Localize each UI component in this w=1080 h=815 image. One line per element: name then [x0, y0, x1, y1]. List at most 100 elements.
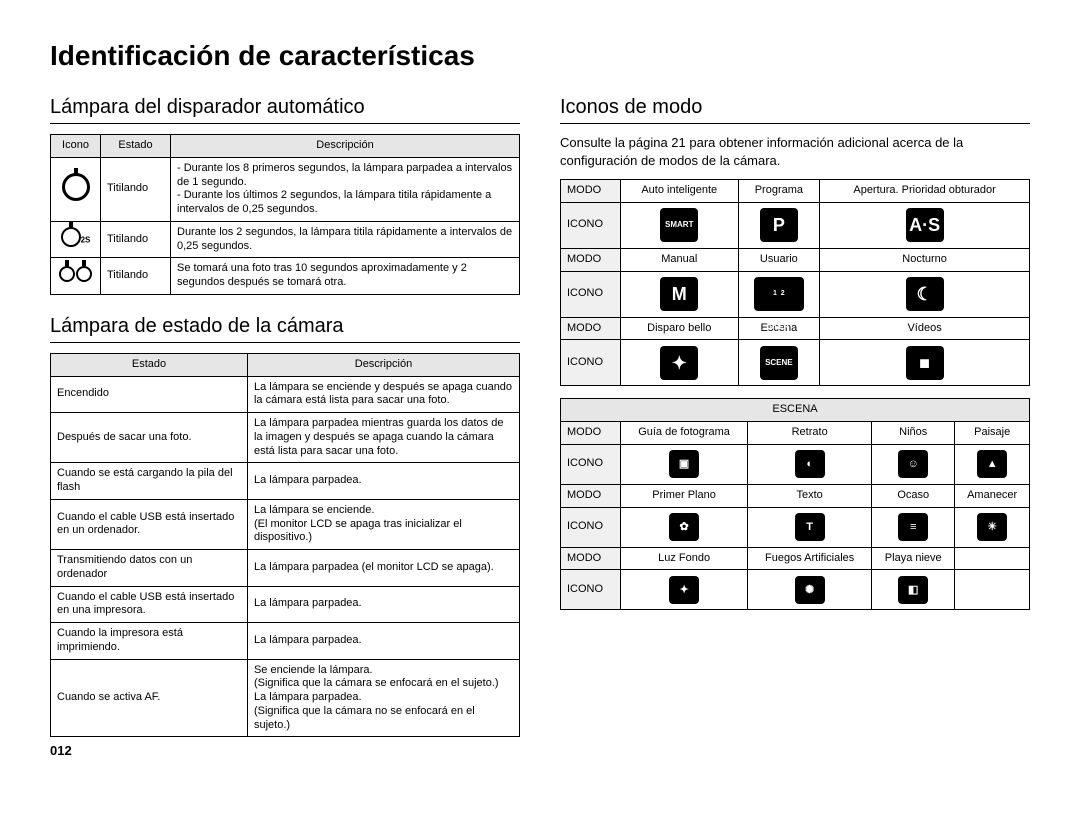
program-icon: P [760, 208, 798, 242]
table-row: 2S Titilando Durante los 2 segundos, la … [51, 221, 520, 258]
table-row: ICONO SMART P A·S [561, 202, 1030, 248]
th-estado: Estado [101, 135, 171, 158]
page-number: 012 [50, 743, 520, 758]
section-title-timer-lamp: Lámpara del disparador automático [50, 96, 520, 124]
table-row: MODO Guía de fotograma Retrato Niños Pai… [561, 422, 1030, 445]
frameguide-icon: ▣ [669, 450, 699, 478]
mode-name: Guía de fotograma [621, 422, 748, 445]
beachsnow-icon: ◧ [898, 576, 928, 604]
table-row: ICONO M 1 2USER ☾ [561, 271, 1030, 317]
row-label-modo: MODO [561, 484, 621, 507]
night-icon: ☾ [906, 277, 944, 311]
mode-name: Paisaje [955, 422, 1030, 445]
cell-estado: Transmitiendo datos con un ordenador [51, 550, 248, 587]
mode-name: Vídeos [820, 317, 1030, 340]
cell-estado: Titilando [101, 157, 171, 221]
cell-desc: Se enciende la lámpara. (Significa que l… [247, 659, 519, 737]
fireworks-icon: ✺ [795, 576, 825, 604]
mode-icons-table-1: MODO Auto inteligente Programa Apertura.… [560, 179, 1030, 386]
mode-name [955, 547, 1030, 570]
mode-icons-intro: Consulte la página 21 para obtener infor… [560, 134, 1030, 169]
cell-desc: La lámpara parpadea mientras guarda los … [247, 413, 519, 463]
row-label-icono: ICONO [561, 570, 621, 610]
cell-desc: La lámpara parpadea. [247, 623, 519, 660]
table-row: MODO Disparo bello Escena Vídeos [561, 317, 1030, 340]
timer-lamp-table: Icono Estado Descripción Titilando - Dur… [50, 134, 520, 295]
backlight-icon: ✦ [669, 576, 699, 604]
status-lamp-table: Estado Descripción EncendidoLa lámpara s… [50, 353, 520, 738]
row-label-modo: MODO [561, 317, 621, 340]
mode-name: Amanecer [955, 484, 1030, 507]
table-row: Titilando - Durante los 8 primeros segun… [51, 157, 520, 221]
row-label-icono: ICONO [561, 507, 621, 547]
mode-name: Luz Fondo [621, 547, 748, 570]
table-row: MODO Luz Fondo Fuegos Artificiales Playa… [561, 547, 1030, 570]
mode-name: Niños [872, 422, 955, 445]
sunset-icon: ≡ [898, 513, 928, 541]
cell-estado: Encendido [51, 376, 248, 413]
mode-name: Auto inteligente [621, 180, 739, 203]
table-row: MODO Auto inteligente Programa Apertura.… [561, 180, 1030, 203]
cell-desc: - Durante los 8 primeros segundos, la lá… [171, 157, 520, 221]
right-column: Iconos de modo Consulte la página 21 par… [560, 96, 1030, 758]
mode-icons-table-2: ESCENA MODO Guía de fotograma Retrato Ni… [560, 398, 1030, 610]
video-icon: ■ [906, 346, 944, 380]
table-row: Transmitiendo datos con un ordenadorLa l… [51, 550, 520, 587]
row-label-modo: MODO [561, 180, 621, 203]
timer-10s-icon [62, 173, 90, 201]
th-estado: Estado [51, 353, 248, 376]
mode-name: Disparo bello [621, 317, 739, 340]
cell-estado: Titilando [101, 258, 171, 295]
text-icon: T [795, 513, 825, 541]
mode-name: Ocaso [872, 484, 955, 507]
mode-name: Apertura. Prioridad obturador [820, 180, 1030, 203]
escena-header: ESCENA [561, 399, 1030, 422]
cell-estado: Titilando [101, 221, 171, 258]
mode-name: Retrato [748, 422, 872, 445]
table-row: Cuando el cable USB está insertado en un… [51, 586, 520, 623]
row-label-modo: MODO [561, 547, 621, 570]
table-row: EncendidoLa lámpara se enciende y despué… [51, 376, 520, 413]
manual-icon: M [660, 277, 698, 311]
table-row: Cuando el cable USB está insertado en un… [51, 499, 520, 549]
left-column: Lámpara del disparador automático Icono … [50, 96, 520, 758]
cell-desc: La lámpara parpadea. [247, 463, 519, 500]
cell-estado: Cuando el cable USB está insertado en un… [51, 586, 248, 623]
row-label-icono: ICONO [561, 271, 621, 317]
th-icono: Icono [51, 135, 101, 158]
portrait-icon: ◐ [795, 450, 825, 478]
mode-name: Manual [621, 248, 739, 271]
row-label-modo: MODO [561, 422, 621, 445]
cell-desc: La lámpara se enciende. (El monitor LCD … [247, 499, 519, 549]
cell-desc: La lámpara parpadea. [247, 586, 519, 623]
table-row: Titilando Se tomará una foto tras 10 seg… [51, 258, 520, 295]
mode-name: Usuario [738, 248, 820, 271]
aperture-icon: A·S [906, 208, 944, 242]
mode-name: Nocturno [820, 248, 1030, 271]
landscape-icon: ▲ [977, 450, 1007, 478]
table-row: Cuando la impresora está imprimiendo.La … [51, 623, 520, 660]
dawn-icon: ☀ [977, 513, 1007, 541]
timer-2s-icon: 2S [61, 238, 91, 250]
cell-desc: Se tomará una foto tras 10 segundos apro… [171, 258, 520, 295]
table-row: ICONO ▣ ◐ ☺ ▲ [561, 444, 1030, 484]
timer-double-icon [59, 266, 92, 282]
user-icon: 1 2USER [754, 277, 804, 311]
closeup-icon: ✿ [669, 513, 699, 541]
cell-estado: Después de sacar una foto. [51, 413, 248, 463]
mode-name: Fuegos Artificiales [748, 547, 872, 570]
table-row: MODO Manual Usuario Nocturno [561, 248, 1030, 271]
cell-desc: La lámpara parpadea (el monitor LCD se a… [247, 550, 519, 587]
row-label-icono: ICONO [561, 202, 621, 248]
table-row: ICONO ✿ T ≡ ☀ [561, 507, 1030, 547]
section-title-mode-icons: Iconos de modo [560, 96, 1030, 124]
mode-name: Primer Plano [621, 484, 748, 507]
table-row: ICONO ✦ SCENE ■ [561, 340, 1030, 386]
cell-estado: Cuando se está cargando la pila del flas… [51, 463, 248, 500]
row-label-modo: MODO [561, 248, 621, 271]
mode-name: Programa [738, 180, 820, 203]
table-row: Cuando se está cargando la pila del flas… [51, 463, 520, 500]
page-title: Identificación de características [50, 40, 1030, 72]
table-row: Cuando se activa AF.Se enciende la lámpa… [51, 659, 520, 737]
cell-desc: Durante los 2 segundos, la lámpara titil… [171, 221, 520, 258]
